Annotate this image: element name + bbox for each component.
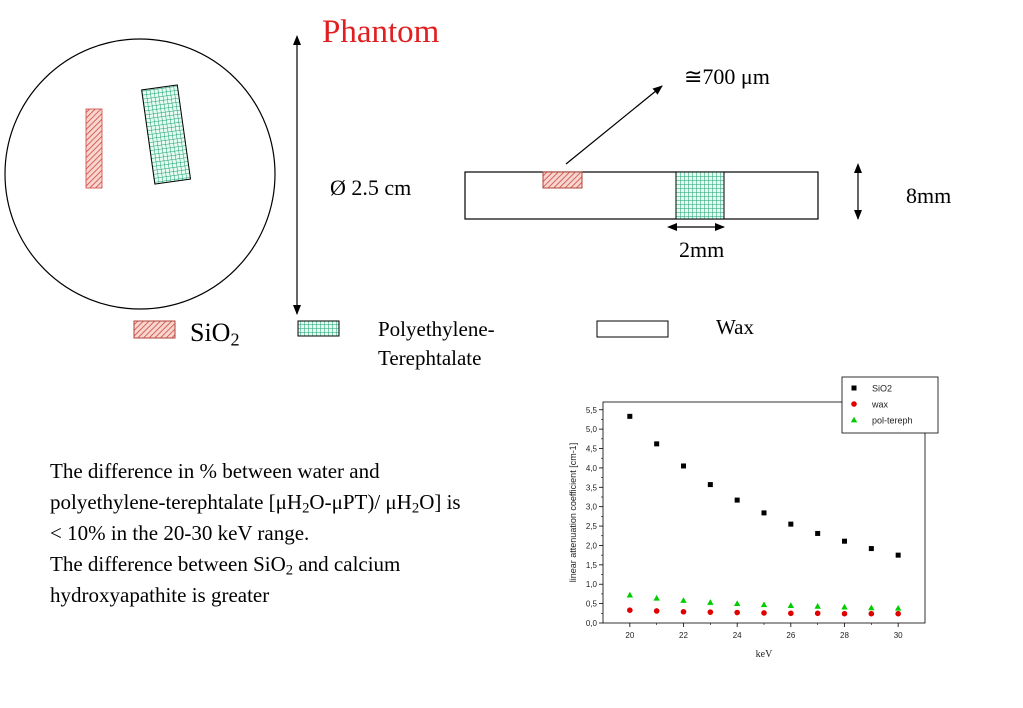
notes-text: The difference in % between water and po…: [50, 456, 470, 611]
x-tick-label: 30: [894, 631, 903, 640]
chart-legend: [841, 376, 939, 434]
x-tick-label: 20: [625, 631, 634, 640]
sio2-swatch: [133, 320, 176, 339]
data-point-sio2: [707, 482, 713, 488]
data-point-sio2: [851, 385, 857, 391]
data-point-wax: [868, 610, 875, 617]
note-water-pet: The difference in % between water and po…: [50, 459, 461, 545]
data-point-wax: [788, 610, 794, 617]
data-point-pol-tereph: [760, 601, 768, 608]
data-point-pol-tereph: [653, 594, 660, 601]
pet-legend-label: Polyethylene- Terephtalate: [378, 315, 495, 373]
slide-title: Phantom: [322, 14, 440, 50]
data-point-sio2: [895, 552, 901, 558]
sio2-insert: [85, 108, 103, 189]
y-axis-label: linear attenuation coefficient [cm-1]: [568, 443, 578, 582]
y-tick-label: 5,5: [586, 406, 598, 415]
x-tick-label: 26: [786, 631, 795, 640]
y-tick-label: 0,5: [586, 600, 598, 609]
data-point-pol-tereph: [814, 603, 821, 609]
data-point-wax: [841, 610, 848, 617]
data-point-sio2: [734, 497, 740, 503]
width-label: 2mm: [679, 237, 725, 262]
pet-swatch: [297, 320, 340, 337]
height-label: 8mm: [906, 183, 952, 208]
x-tick-label: 22: [679, 631, 688, 640]
data-point-sio2: [868, 546, 874, 552]
sio2-side-insert: [542, 171, 583, 189]
x-tick-label: 28: [840, 631, 849, 640]
data-point-pol-tereph: [868, 604, 875, 611]
data-point-wax: [680, 608, 687, 615]
data-point-pol-tereph: [680, 597, 687, 603]
phantom-circle: [4, 38, 276, 310]
data-point-sio2: [842, 538, 847, 544]
data-point-pol-tereph: [841, 603, 848, 610]
wax-legend-label: Wax: [716, 315, 754, 339]
data-point-sio2: [654, 441, 660, 447]
data-point-sio2: [761, 510, 767, 516]
data-point-wax: [734, 609, 740, 616]
y-tick-label: 1,0: [586, 580, 598, 589]
wax-swatch: [596, 320, 669, 338]
pet-insert: [141, 84, 192, 185]
data-point-wax: [761, 610, 767, 616]
data-point-pol-tereph: [850, 416, 858, 423]
data-point-sio2: [815, 530, 821, 536]
data-point-wax: [895, 610, 901, 617]
pet-legend-line1: Polyethylene-: [378, 317, 495, 341]
legend-entry-wax: wax: [871, 400, 889, 410]
sio2-legend-label: SiO2: [190, 318, 240, 350]
data-point-wax: [814, 610, 821, 617]
y-tick-label: 5,0: [586, 425, 598, 434]
legend-entry-sio2: SiO2: [872, 384, 892, 394]
data-point-wax: [627, 607, 633, 614]
y-tick-label: 3,5: [586, 483, 598, 492]
data-point-pol-tereph: [707, 599, 714, 605]
data-point-pol-tereph: [894, 604, 902, 611]
data-point-wax: [707, 609, 714, 615]
data-point-wax: [653, 608, 660, 614]
data-point-sio2: [788, 521, 794, 527]
note-sio2-ha: The difference between SiO2 and calcium …: [50, 552, 401, 607]
x-tick-label: 24: [733, 631, 742, 640]
thickness-label: ≅700 μm: [684, 64, 770, 89]
data-point-pol-tereph: [787, 602, 795, 608]
data-point-sio2: [627, 413, 633, 419]
y-tick-label: 4,0: [586, 464, 598, 473]
y-tick-label: 2,0: [586, 541, 598, 550]
y-tick-label: 0,0: [586, 619, 598, 628]
data-point-sio2: [681, 463, 686, 469]
y-tick-label: 1,5: [586, 561, 598, 570]
data-point-pol-tereph: [626, 591, 634, 598]
y-tick-label: 2,5: [586, 522, 598, 531]
y-tick-label: 3,0: [586, 503, 598, 512]
thickness-arrow: [565, 85, 663, 165]
pet-legend-line2: Terephtalate: [378, 346, 482, 370]
legend-entry-pol-tereph: pol-tereph: [872, 416, 913, 426]
diameter-label: Ø 2.5 cm: [330, 175, 412, 200]
pet-side-insert: [675, 171, 725, 220]
y-tick-label: 4,5: [586, 445, 598, 454]
side-view-slab: [464, 171, 819, 220]
x-axis-label: keV: [756, 649, 773, 660]
data-point-wax: [851, 401, 857, 407]
data-point-pol-tereph: [733, 600, 741, 607]
